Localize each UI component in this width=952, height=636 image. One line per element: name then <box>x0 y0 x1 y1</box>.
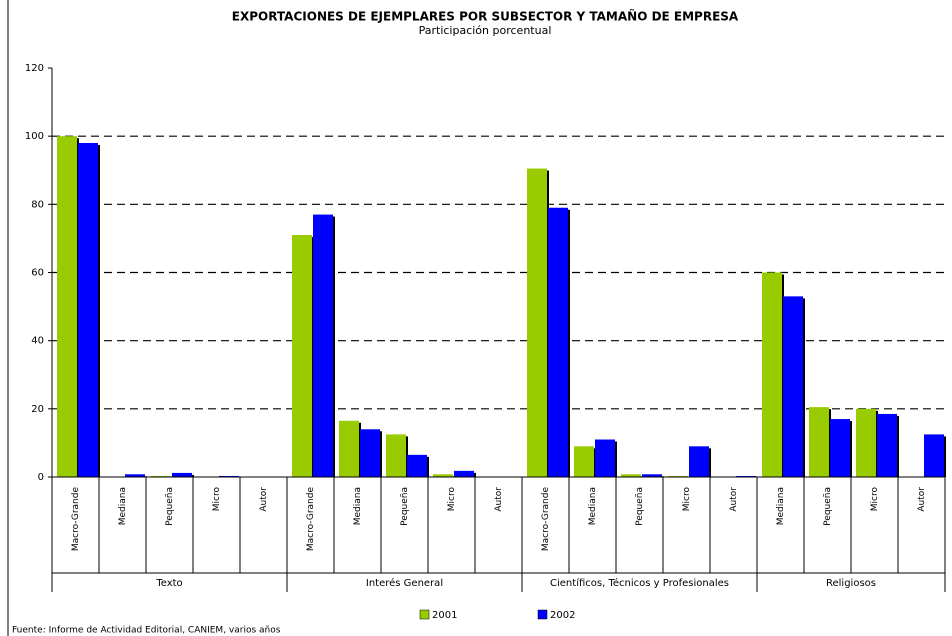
bar <box>689 446 709 477</box>
legend-label: 2002 <box>550 610 575 621</box>
bar <box>621 474 641 477</box>
legend-swatch <box>537 609 548 620</box>
x-tick-label: Mediana <box>588 487 598 525</box>
bar <box>830 419 850 477</box>
bar <box>783 296 803 477</box>
x-tick-label: Mediana <box>353 487 363 525</box>
bar <box>595 439 615 477</box>
y-tick-label: 120 <box>25 63 44 74</box>
x-tick-label: Pequeña <box>635 487 645 526</box>
group-label: Religiosos <box>826 578 876 589</box>
y-tick-label: 0 <box>38 472 44 483</box>
x-tick-label: Autor <box>259 487 269 512</box>
bar <box>57 136 77 477</box>
x-tick-label: Macro-Grande <box>306 487 316 552</box>
x-tick-label: Micro <box>212 487 222 512</box>
bar <box>548 207 568 477</box>
bar <box>877 413 897 477</box>
bar <box>292 235 312 477</box>
x-tick-label: Pequeña <box>823 487 833 526</box>
x-tick-label: Micro <box>682 487 692 512</box>
x-tick-label: Macro-Grande <box>541 487 551 552</box>
x-tick-label: Mediana <box>776 487 786 525</box>
bar <box>668 475 688 477</box>
group-label: Científicos, Técnicos y Profesionales <box>550 577 729 589</box>
x-tick-label: Micro <box>870 487 880 512</box>
bar <box>454 470 474 477</box>
x-tick-label: Autor <box>729 487 739 512</box>
chart-title: EXPORTACIONES DE EJEMPLARES POR SUBSECTO… <box>232 9 739 24</box>
x-tick-label: Macro-Grande <box>71 487 81 552</box>
y-tick-label: 20 <box>31 404 44 415</box>
legend-label: 2001 <box>432 610 457 621</box>
bar <box>219 475 239 477</box>
group-label: Interés General <box>366 577 443 589</box>
bar <box>339 420 359 477</box>
bar <box>125 474 145 477</box>
bar <box>407 454 427 477</box>
y-tick-label: 60 <box>31 268 44 279</box>
bar <box>762 272 782 477</box>
bar <box>642 474 662 477</box>
source-note: Fuente: Informe de Actividad Editorial, … <box>12 626 281 636</box>
bar <box>360 429 380 477</box>
x-tick-label: Pequeña <box>400 487 410 526</box>
x-tick-label: Pequeña <box>165 487 175 526</box>
bar <box>527 168 547 477</box>
bar <box>574 446 594 477</box>
bar <box>78 142 98 477</box>
group-label: Texto <box>155 578 182 589</box>
x-tick-label: Autor <box>917 487 927 512</box>
x-tick-label: Mediana <box>118 487 128 525</box>
bar <box>433 474 453 477</box>
x-tick-label: Autor <box>494 487 504 512</box>
legend-swatch <box>419 609 430 620</box>
bar <box>924 434 944 477</box>
y-tick-label: 100 <box>25 131 44 142</box>
y-tick-label: 80 <box>31 199 44 210</box>
bar <box>172 472 192 477</box>
y-tick-label: 40 <box>31 336 44 347</box>
bar <box>809 407 829 477</box>
bar <box>736 475 756 477</box>
x-tick-label: Micro <box>447 487 457 512</box>
chart-subtitle: Participación porcentual <box>419 24 552 37</box>
bar <box>386 434 406 477</box>
bar <box>313 214 333 477</box>
bar <box>856 408 876 477</box>
bar <box>151 475 171 477</box>
